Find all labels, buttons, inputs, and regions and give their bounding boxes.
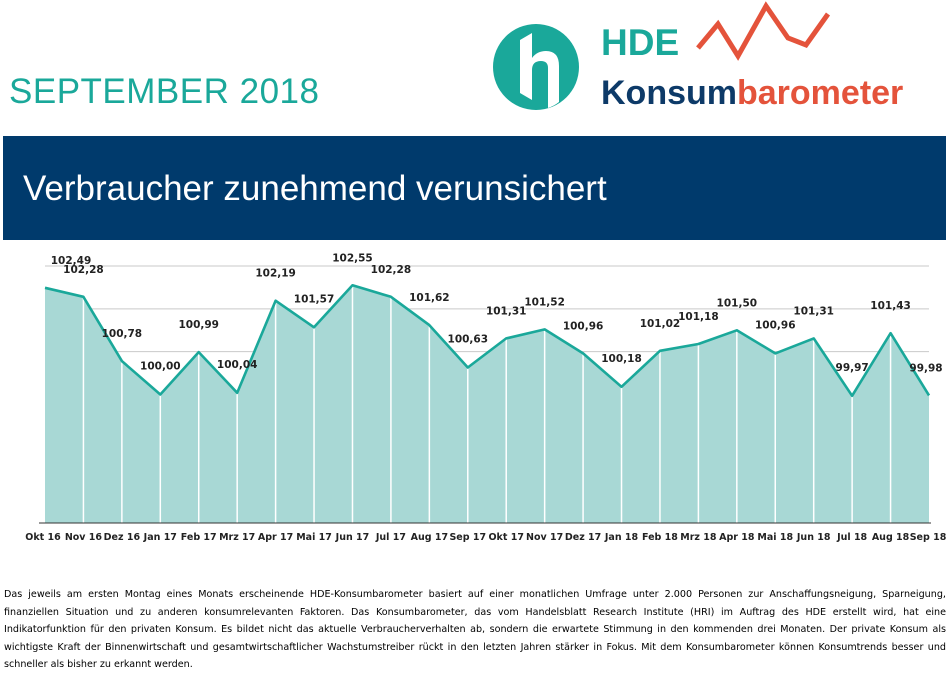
data-label: 102,28 [371, 264, 412, 276]
logo-product-suffix: barometer [737, 74, 903, 112]
x-tick-label: Okt 16 [25, 532, 61, 543]
x-tick-label: Aug 17 [411, 532, 448, 543]
series-line [44, 284, 931, 398]
x-tick-label: Jun 18 [796, 532, 831, 543]
area-fill [45, 285, 929, 523]
x-tick-label: Aug 18 [872, 532, 910, 543]
data-label: 100,96 [755, 319, 796, 331]
x-tick-label: Feb 18 [642, 532, 678, 543]
description-text: Das jeweils am ersten Montag eines Monat… [4, 589, 946, 670]
data-label: 102,19 [255, 268, 296, 280]
logo-product: Konsumbarometer [601, 74, 903, 112]
data-label: 101,43 [870, 300, 911, 312]
data-label: 100,78 [102, 328, 143, 340]
logo-brand: HDE [601, 22, 679, 63]
x-tick-label: Feb 17 [181, 532, 217, 543]
x-tick-label: Mai 17 [296, 532, 332, 543]
data-label: 100,63 [448, 334, 489, 346]
data-label: 99,98 [909, 362, 942, 374]
data-label: 100,96 [563, 320, 604, 332]
point-drop-lines [82, 285, 892, 523]
hde-logo: HDE Konsumbarometer [493, 1, 903, 112]
x-tick-label: Sep 17 [449, 532, 486, 543]
x-tick-label: Sep 18 [910, 532, 947, 543]
data-label: 101,62 [409, 292, 450, 304]
x-tick-label: Jan 17 [143, 532, 177, 543]
x-tick-label: Nov 17 [526, 532, 563, 543]
x-tick-label: Mai 18 [757, 532, 793, 543]
x-tick-label: Apr 17 [258, 532, 293, 543]
x-tick-label: Jan 18 [604, 532, 639, 543]
data-label: 100,18 [601, 353, 642, 365]
x-tick-label: Nov 16 [65, 532, 103, 543]
x-tick-label: Apr 18 [719, 532, 755, 543]
x-tick-labels: Okt 16 Nov 16 Dez 16 Jan 17 Feb 17 Mrz 17 Apr … [25, 532, 946, 543]
data-labels: 102,49102,28100,78100,00100,99100,04102,… [51, 252, 943, 374]
data-label: 102,28 [63, 264, 104, 276]
konsumbarometer-chart: 102,49102,28100,78100,00100,99100,04102,… [25, 252, 946, 543]
data-label: 101,52 [524, 296, 565, 308]
logo-product-prefix: Konsum [601, 74, 737, 112]
data-label: 101,31 [793, 305, 834, 317]
x-tick-label: Dez 16 [104, 532, 141, 543]
x-tick-label: Jul 17 [375, 532, 406, 543]
zigzag-trend-icon [696, 1, 831, 61]
data-label: 102,55 [332, 252, 373, 264]
x-tick-label: Mrz 17 [219, 532, 255, 543]
data-label: 100,04 [217, 359, 258, 371]
hde-h-logo-icon [493, 24, 579, 110]
x-tick-label: Jun 17 [335, 532, 370, 543]
x-tick-label: Dez 17 [565, 532, 601, 543]
month-label: SEPTEMBER 2018 [9, 72, 320, 111]
data-label: 99,97 [836, 362, 869, 374]
x-tick-label: Okt 17 [488, 532, 523, 543]
data-label: 102,49 [51, 255, 92, 267]
data-label: 101,50 [717, 297, 758, 309]
x-tick-label: Mrz 18 [680, 532, 717, 543]
headline: Verbraucher zunehmend verunsichert [23, 169, 607, 208]
data-label: 101,31 [486, 305, 527, 317]
data-label: 101,18 [678, 311, 719, 323]
data-label: 100,99 [178, 319, 219, 331]
data-label: 101,02 [640, 318, 681, 330]
data-label: 100,00 [140, 361, 181, 373]
x-tick-label: Jul 18 [836, 532, 867, 543]
headline-banner: Verbraucher zunehmend verunsichert [3, 136, 946, 240]
data-label: 101,57 [294, 293, 335, 305]
